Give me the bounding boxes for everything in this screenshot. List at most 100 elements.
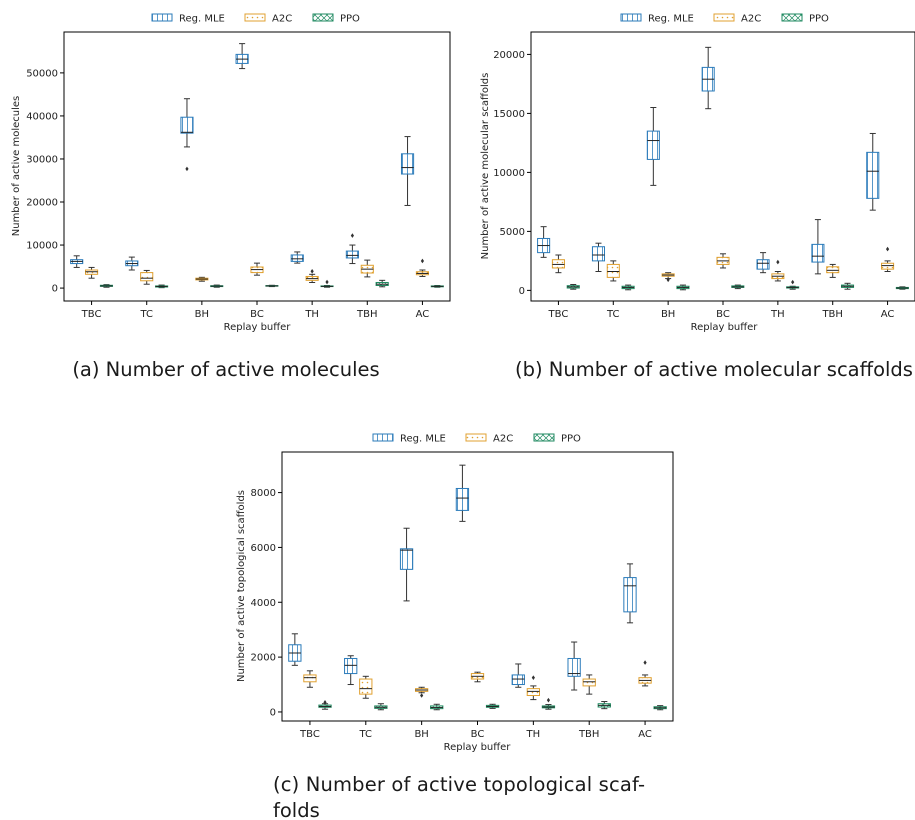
legend-swatch <box>713 13 735 22</box>
box-reg-mle-tc <box>591 242 606 273</box>
y-tick-label: 20000 <box>26 198 58 209</box>
legend-label: A2C <box>741 14 761 25</box>
x-tick-label: AC <box>416 309 430 320</box>
x-tick-label: TBC <box>548 309 569 320</box>
caption-b: (b) Number of active molecular scaffolds <box>515 358 913 381</box>
x-tick-label: AC <box>881 309 895 320</box>
box-reg-mle-tbc <box>70 255 84 268</box>
legend-label: PPO <box>809 14 829 25</box>
legend-label: A2C <box>493 434 513 445</box>
legend-item-ppo: PPO <box>781 13 829 25</box>
box-ppo-ac <box>653 705 667 711</box>
plot-area <box>63 31 451 302</box>
box-a2c-bc <box>250 262 264 276</box>
box-body <box>646 130 660 160</box>
x-axis-label: Replay buffer <box>224 322 292 333</box>
box-a2c-bc <box>716 253 730 269</box>
box-body <box>623 577 637 613</box>
box-ppo-th <box>541 697 556 710</box>
y-tick-label: 4000 <box>251 598 276 609</box>
x-tick-label: TH <box>770 309 785 320</box>
box-body <box>591 246 606 262</box>
legend-swatch <box>312 13 334 22</box>
box-a2c-tbc <box>85 266 99 279</box>
legend-swatch <box>781 13 803 22</box>
box-reg-mle-tbh <box>811 219 825 275</box>
box-reg-mle-bh <box>399 527 414 602</box>
box-body <box>290 254 304 262</box>
box-a2c-bh <box>414 686 429 698</box>
box-body <box>180 116 194 134</box>
legend-item-reg-mle: Reg. MLE <box>372 433 446 445</box>
legend-label: PPO <box>561 434 581 445</box>
box-body <box>455 487 470 511</box>
legend-label: A2C <box>272 14 292 25</box>
box-body <box>567 657 581 677</box>
box-body <box>526 688 541 696</box>
caption-c-line-2: folds <box>273 799 320 820</box>
box-reg-mle-ac <box>866 132 880 211</box>
legend-swatch <box>372 433 394 442</box>
box-ppo-tbh <box>375 279 389 288</box>
outlier-point <box>531 675 535 680</box>
box-a2c-th <box>771 259 785 282</box>
box-a2c-tc <box>606 260 620 282</box>
box-reg-mle-bh <box>646 107 660 186</box>
x-axis-label: Replay buffer <box>444 742 512 753</box>
box-reg-mle-bc <box>235 43 249 70</box>
legend-label: PPO <box>340 14 360 25</box>
box-reg-mle-th <box>290 251 304 264</box>
box-body <box>756 259 770 270</box>
box-a2c-tc <box>359 675 373 699</box>
box-ppo-ac <box>430 285 444 288</box>
legend-item-a2c: A2C <box>713 13 761 25</box>
box-body <box>811 243 825 263</box>
box-ppo-tbc <box>99 284 114 288</box>
box-ppo-bh <box>210 284 224 288</box>
box-a2c-ac <box>881 246 895 273</box>
box-body <box>140 272 154 282</box>
box-body <box>303 674 317 683</box>
box-body <box>345 250 359 259</box>
box-body <box>866 151 880 199</box>
outlier-point <box>643 660 647 665</box>
box-ppo-tc <box>374 703 388 711</box>
box-reg-mle-tbc <box>537 226 551 258</box>
box-reg-mle-tbh <box>345 233 359 265</box>
x-tick-label: TBC <box>299 729 320 740</box>
y-tick-label: 5000 <box>500 227 525 238</box>
outlier-point <box>546 697 551 703</box>
box-body <box>582 678 596 687</box>
legend: Reg. MLE A2C PPO <box>372 433 581 445</box>
box-ppo-bc <box>731 284 745 290</box>
y-axis-label: Number of active molecular scaffolds <box>480 73 491 260</box>
legend-item-ppo: PPO <box>312 13 360 25</box>
box-ppo-th <box>320 279 334 288</box>
box-ppo-tc <box>155 284 169 289</box>
legend: Reg. MLE A2C PPO <box>151 13 360 25</box>
box-ppo-tbc <box>318 700 332 710</box>
box-body <box>399 548 414 570</box>
outlier-point <box>323 700 327 705</box>
box-reg-mle-tc <box>344 655 358 686</box>
box-body <box>881 262 895 270</box>
y-tick-label: 50000 <box>26 68 58 79</box>
box-ppo-bh <box>430 703 444 711</box>
outlier-point <box>310 269 314 274</box>
outlier-point <box>776 259 780 265</box>
x-tick-label: BC <box>250 309 264 320</box>
x-tick-label: AC <box>638 729 652 740</box>
box-a2c-tbc <box>303 670 317 688</box>
box-a2c-bc <box>470 671 485 683</box>
box-a2c-tbh <box>826 263 840 278</box>
box-a2c-tbh <box>360 259 374 278</box>
box-a2c-tbc <box>551 254 565 274</box>
box-reg-mle-bc <box>455 464 470 522</box>
legend-item-a2c: A2C <box>465 433 513 445</box>
legend: Reg. MLE A2C PPO <box>620 13 829 25</box>
legend-label: Reg. MLE <box>648 14 694 25</box>
x-tick-label: TBH <box>356 309 378 320</box>
box-reg-mle-bh <box>180 98 194 172</box>
box-body <box>606 263 620 278</box>
box-reg-mle-ac <box>400 136 415 206</box>
